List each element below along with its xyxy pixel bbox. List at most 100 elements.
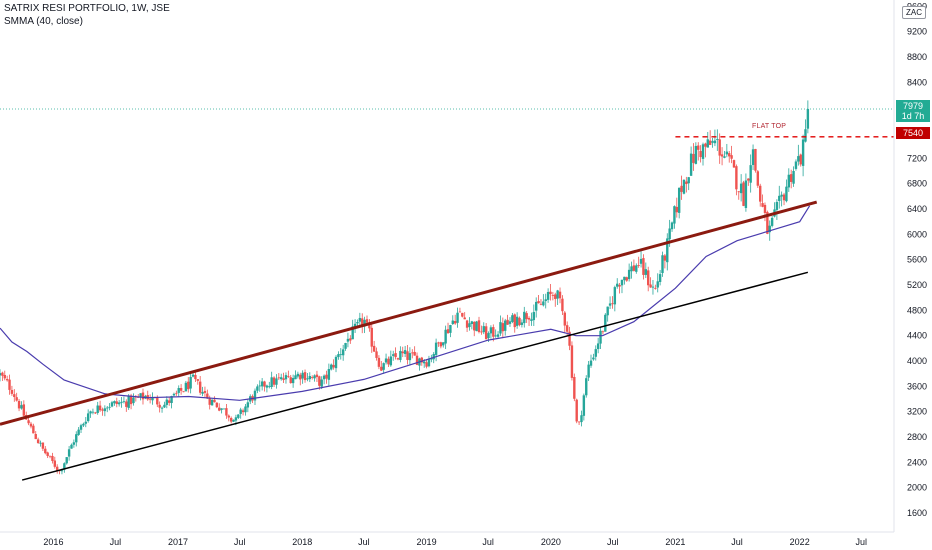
last-price-value: 7979 bbox=[902, 101, 924, 111]
candle-328 bbox=[780, 191, 783, 207]
candle-56 bbox=[132, 393, 135, 406]
candle-337 bbox=[801, 134, 805, 177]
candle-168 bbox=[399, 346, 402, 363]
candle-143 bbox=[339, 348, 342, 360]
symbol-legend[interactable]: SATRIX RESI PORTFOLIO, 1W, JSE bbox=[4, 3, 170, 14]
candle-118 bbox=[280, 373, 283, 381]
candle-251 bbox=[596, 337, 600, 354]
candle-41 bbox=[96, 401, 99, 415]
candle-126 bbox=[299, 372, 302, 386]
candle-120 bbox=[284, 372, 288, 384]
candle-199 bbox=[473, 321, 476, 337]
candle-77 bbox=[182, 391, 185, 393]
candle-123 bbox=[291, 374, 295, 388]
candle-246 bbox=[585, 375, 588, 398]
candle-285 bbox=[677, 187, 681, 219]
candle-317 bbox=[754, 148, 757, 173]
candle-282 bbox=[670, 221, 674, 232]
smma-line bbox=[0, 205, 811, 401]
candle-107 bbox=[253, 388, 257, 405]
x-tick-label: 2016 bbox=[43, 537, 63, 547]
candle-231 bbox=[549, 284, 552, 301]
candlestick-series bbox=[0, 100, 810, 475]
candle-336 bbox=[799, 153, 802, 167]
candle-241 bbox=[573, 373, 576, 402]
candle-49 bbox=[115, 397, 118, 408]
candle-117 bbox=[277, 373, 281, 381]
candle-19 bbox=[44, 446, 47, 455]
candle-46 bbox=[108, 403, 111, 411]
candle-279 bbox=[663, 254, 667, 269]
candle-109 bbox=[258, 380, 261, 392]
candle-273 bbox=[649, 277, 652, 288]
candle-265 bbox=[630, 261, 633, 279]
candle-211 bbox=[501, 317, 505, 339]
candle-239 bbox=[568, 326, 571, 351]
candle-215 bbox=[511, 313, 514, 324]
candle-183 bbox=[434, 338, 438, 362]
candle-302 bbox=[718, 133, 721, 164]
candle-12 bbox=[27, 416, 30, 426]
candle-240 bbox=[570, 341, 574, 381]
x-tick-label: 2021 bbox=[665, 537, 685, 547]
candle-293 bbox=[697, 142, 700, 161]
time-axis[interactable]: 2016 Jul 2017 Jul 2018 Jul 2019 Jul 2020 Jul 2021 J… bbox=[43, 537, 867, 547]
candle-8 bbox=[17, 399, 21, 412]
candle-333 bbox=[792, 166, 795, 187]
candle-63 bbox=[148, 394, 152, 404]
candle-289 bbox=[687, 176, 690, 191]
candle-2 bbox=[3, 370, 6, 381]
candle-51 bbox=[120, 396, 123, 408]
candle-174 bbox=[413, 346, 416, 356]
candle-164 bbox=[389, 350, 393, 367]
candle-339 bbox=[806, 100, 810, 134]
candle-260 bbox=[618, 283, 621, 294]
currency-badge[interactable]: ZAC bbox=[902, 6, 926, 19]
candle-308 bbox=[732, 159, 736, 169]
candle-274 bbox=[651, 280, 655, 295]
y-tick-label: 2400 bbox=[907, 457, 927, 467]
candle-22 bbox=[51, 452, 54, 464]
candle-18 bbox=[41, 442, 45, 452]
candle-125 bbox=[296, 371, 300, 379]
candle-193 bbox=[458, 307, 462, 313]
price-axis[interactable]: 1600 2000 2400 2800 3200 3600 4000 4400 4800 5200… bbox=[907, 1, 927, 518]
candle-141 bbox=[334, 355, 338, 373]
indicator-legend[interactable]: SMMA (40, close) bbox=[4, 16, 83, 27]
candle-259 bbox=[616, 278, 619, 289]
lower-trendline[interactable] bbox=[21, 271, 809, 481]
candle-225 bbox=[534, 297, 538, 318]
candle-191 bbox=[453, 314, 457, 325]
candle-31 bbox=[72, 439, 76, 448]
x-tick-label: Jul bbox=[607, 537, 619, 547]
candle-207 bbox=[492, 324, 495, 342]
candle-227 bbox=[539, 299, 543, 306]
candle-162 bbox=[384, 353, 388, 365]
candle-309 bbox=[735, 164, 738, 196]
candle-10 bbox=[22, 400, 26, 418]
candle-50 bbox=[117, 400, 121, 407]
y-tick-label: 9200 bbox=[907, 27, 927, 37]
candle-71 bbox=[167, 397, 171, 406]
candle-48 bbox=[113, 400, 116, 406]
candle-147 bbox=[349, 335, 352, 344]
candle-20 bbox=[46, 451, 49, 459]
candle-255 bbox=[606, 306, 609, 322]
candle-158 bbox=[375, 347, 378, 361]
candle-74 bbox=[175, 390, 178, 396]
candle-288 bbox=[685, 176, 688, 193]
candle-112 bbox=[265, 384, 269, 393]
candle-53 bbox=[125, 399, 128, 412]
candle-301 bbox=[716, 129, 719, 151]
upper-trendline[interactable] bbox=[0, 200, 818, 426]
candle-39 bbox=[91, 408, 95, 415]
y-tick-label: 3200 bbox=[907, 407, 927, 417]
candle-287 bbox=[682, 179, 686, 195]
candle-129 bbox=[306, 372, 309, 382]
candle-329 bbox=[782, 192, 786, 206]
candle-267 bbox=[635, 263, 638, 274]
candle-3 bbox=[5, 375, 9, 382]
candle-278 bbox=[661, 251, 664, 277]
candle-180 bbox=[427, 355, 431, 368]
